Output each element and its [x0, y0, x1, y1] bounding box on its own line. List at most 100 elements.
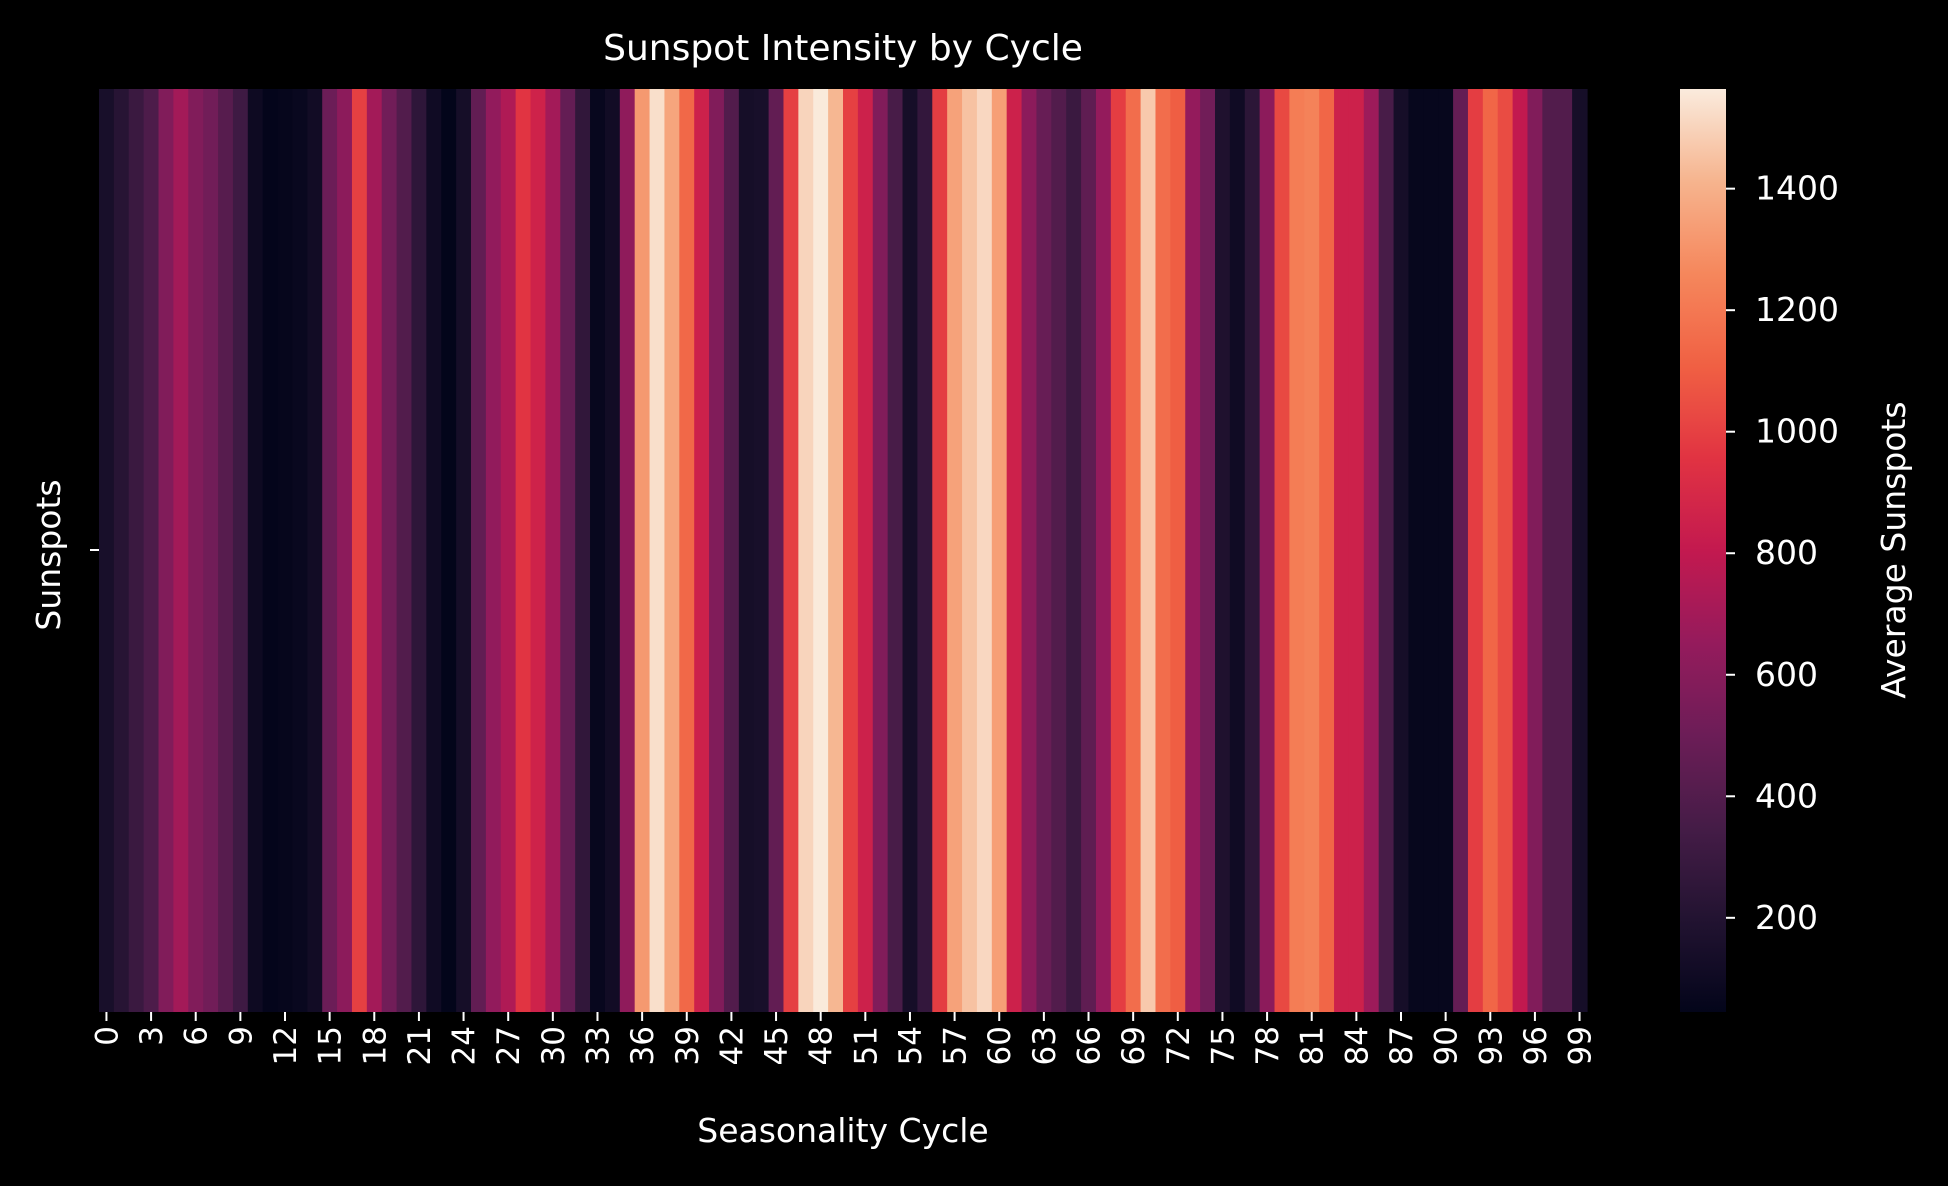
x-tick-label: 78 — [1250, 1026, 1286, 1065]
heatmap-cell — [1453, 89, 1469, 1012]
heatmap-cell — [351, 89, 368, 1012]
heatmap-cell — [1572, 89, 1588, 1012]
heatmap-cell — [247, 89, 264, 1012]
heatmap-cell — [337, 89, 353, 1012]
heatmap-cell — [679, 89, 695, 1012]
heatmap-cell — [649, 89, 666, 1012]
x-tick-label: 48 — [804, 1026, 840, 1065]
heatmap-cell — [753, 89, 770, 1012]
heatmap-cell — [932, 89, 948, 1012]
heatmap-cell — [590, 89, 606, 1012]
heatmap-cell — [917, 89, 933, 1012]
heatmap-cell — [1423, 89, 1439, 1012]
heatmap-cell — [292, 89, 308, 1012]
heatmap-cell — [1289, 89, 1305, 1012]
x-tick-label: 96 — [1518, 1026, 1554, 1065]
x-tick-label: 81 — [1295, 1026, 1331, 1065]
heatmap-cell — [1274, 89, 1290, 1012]
heatmap-cell — [411, 89, 427, 1012]
colorbar-tick-label: 200 — [1755, 898, 1818, 937]
heatmap-cell — [456, 89, 472, 1012]
heatmap-cell — [1110, 89, 1127, 1012]
x-tick-label: 54 — [893, 1026, 929, 1065]
heatmap-cell — [381, 89, 398, 1012]
heatmap-cell — [1482, 89, 1499, 1012]
heatmap-cell — [441, 89, 457, 1012]
heatmap-cell — [277, 89, 294, 1012]
heatmap-cell — [203, 89, 219, 1012]
colorbar-tick-label: 1400 — [1755, 169, 1839, 208]
heatmap-cell — [1051, 89, 1067, 1012]
heatmap-cell — [828, 89, 844, 1012]
heatmap-cell — [947, 89, 963, 1012]
heatmap-cell — [664, 89, 680, 1012]
heatmap-cell — [158, 89, 174, 1012]
heatmap-cell — [530, 89, 546, 1012]
heatmap-cell — [1408, 89, 1424, 1012]
colorbar-tick-label: 600 — [1755, 655, 1818, 694]
heatmap-cell — [1557, 89, 1573, 1012]
colorbar-ticks: 200 400 600 800 1000 1200 1400 — [1726, 169, 1839, 937]
x-tick-label: 39 — [670, 1026, 706, 1065]
x-tick-label: 42 — [714, 1026, 750, 1065]
x-tick-label: 12 — [268, 1026, 304, 1065]
x-tick-label: 33 — [580, 1026, 616, 1065]
heatmap-cell — [322, 89, 338, 1012]
heatmap-cell — [366, 89, 383, 1012]
heatmap-cell — [426, 89, 442, 1012]
heatmap-cell — [1512, 89, 1529, 1012]
heatmap-cell — [857, 89, 874, 1012]
heatmap-cell — [1348, 89, 1365, 1012]
chart-title: Sunspot Intensity by Cycle — [603, 28, 1083, 69]
heatmap-cell — [128, 89, 145, 1012]
heatmap-cell — [1244, 89, 1261, 1012]
heatmap-cell — [515, 89, 532, 1012]
heatmap-cell — [1527, 89, 1543, 1012]
x-tick-label: 93 — [1473, 1026, 1509, 1065]
heatmap-cell — [768, 89, 785, 1012]
colorbar-label: Average Sunspots — [1874, 401, 1913, 698]
colorbar-tick-label: 1200 — [1755, 290, 1839, 329]
x-tick-label: 30 — [536, 1026, 572, 1065]
x-tick-label: 3 — [134, 1026, 170, 1046]
colorbar — [1680, 89, 1726, 1012]
heatmap-cell — [1304, 89, 1320, 1012]
heatmap-cell — [1438, 89, 1454, 1012]
heatmap-cell — [262, 89, 279, 1012]
heatmap-cell — [232, 89, 249, 1012]
heatmap-cell — [173, 89, 189, 1012]
heatmap-cell — [976, 89, 993, 1012]
x-tick-label: 21 — [402, 1026, 438, 1065]
heatmap-cell — [634, 89, 651, 1012]
heatmap-cell — [1319, 89, 1335, 1012]
x-tick-label: 63 — [1027, 1026, 1063, 1065]
heatmap-cells — [99, 89, 1588, 1012]
heatmap-cell — [798, 89, 814, 1012]
colorbar-tick-label: 800 — [1755, 533, 1818, 572]
heatmap-cell — [1125, 89, 1142, 1012]
x-tick-label: 0 — [89, 1026, 125, 1046]
heatmap-cell — [723, 89, 740, 1012]
heatmap-cell — [188, 89, 204, 1012]
heatmap-cell — [113, 89, 130, 1012]
heatmap-cell — [1006, 89, 1023, 1012]
heatmap-cell — [1363, 89, 1380, 1012]
heatmap-cell — [887, 89, 904, 1012]
heatmap-cell — [843, 89, 859, 1012]
heatmap-cell — [99, 89, 115, 1012]
heatmap-cell — [619, 89, 636, 1012]
x-tick-label: 15 — [313, 1026, 349, 1065]
heatmap-cell — [1095, 89, 1112, 1012]
heatmap-cell — [1334, 89, 1350, 1012]
heatmap-cell — [1140, 89, 1157, 1012]
colorbar-tick-label: 400 — [1755, 776, 1818, 815]
heatmap-cell — [738, 89, 755, 1012]
heatmap-cell — [575, 89, 591, 1012]
heatmap-cell — [1200, 89, 1216, 1012]
x-axis-ticks: 0 3 6 9 12 15 18 21 24 27 30 33 36 39 42 45 48 51 54 57 60 63… — [89, 1012, 1599, 1065]
heatmap-cell — [560, 89, 576, 1012]
x-tick-label: 90 — [1429, 1026, 1465, 1065]
x-tick-label: 87 — [1384, 1026, 1420, 1065]
heatmap-cell — [500, 89, 517, 1012]
heatmap-cell — [1185, 89, 1201, 1012]
